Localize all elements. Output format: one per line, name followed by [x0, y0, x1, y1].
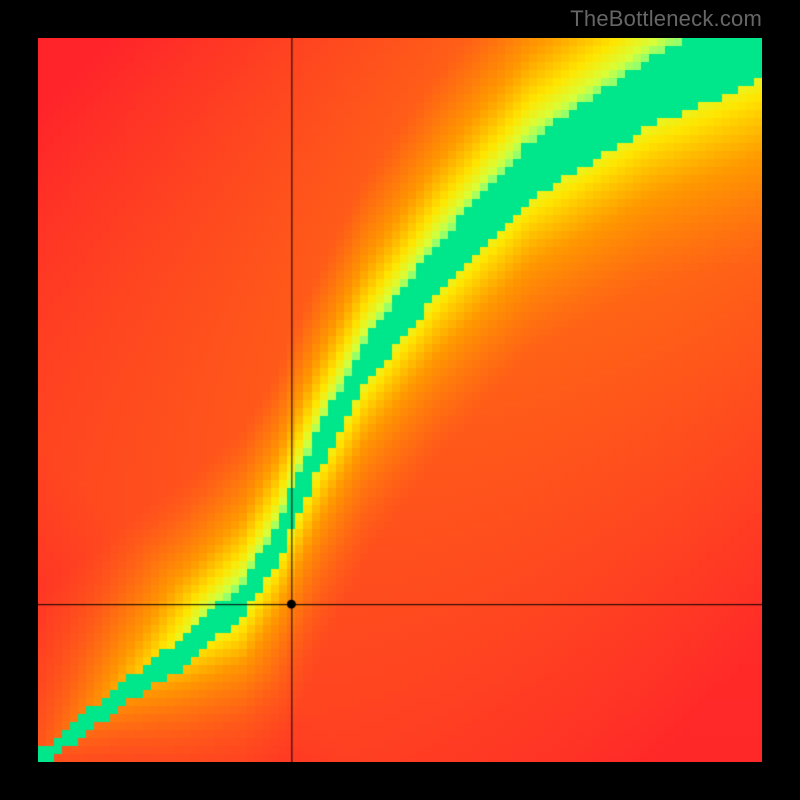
watermark-text: TheBottleneck.com — [570, 6, 762, 32]
heatmap-plot — [38, 38, 762, 762]
